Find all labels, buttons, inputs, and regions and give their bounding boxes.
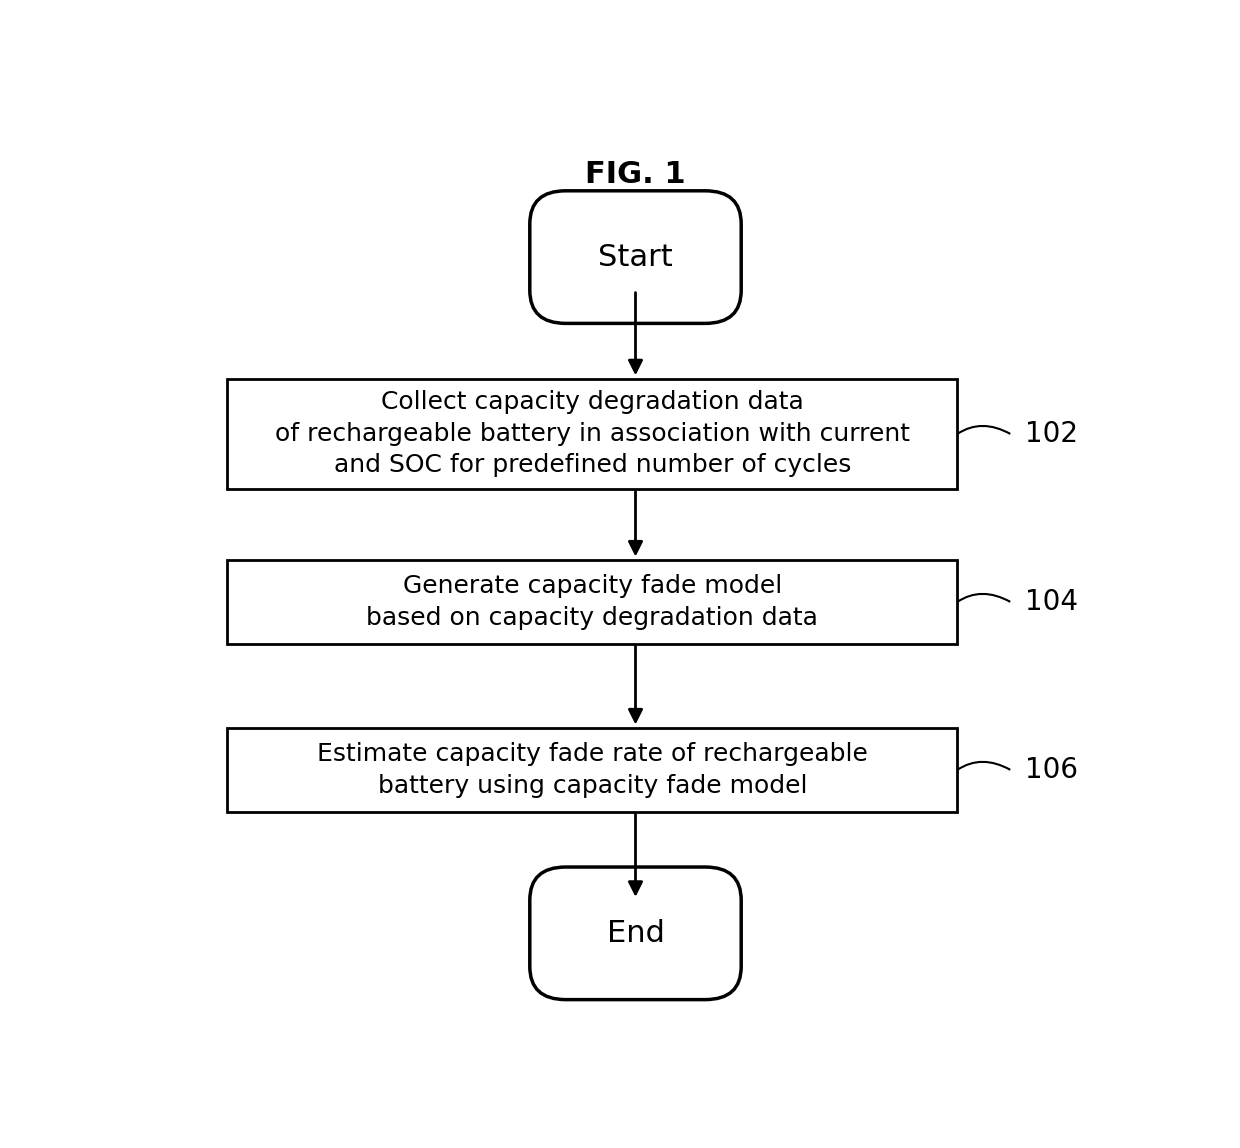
Text: End: End xyxy=(606,918,665,948)
Text: Collect capacity degradation data
of rechargeable battery in association with cu: Collect capacity degradation data of rec… xyxy=(275,390,910,478)
Text: Generate capacity fade model
based on capacity degradation data: Generate capacity fade model based on ca… xyxy=(366,574,818,629)
FancyBboxPatch shape xyxy=(227,560,957,644)
FancyBboxPatch shape xyxy=(227,728,957,812)
FancyBboxPatch shape xyxy=(227,379,957,489)
Text: Start: Start xyxy=(598,242,673,272)
Text: 102: 102 xyxy=(1024,420,1078,448)
Text: Estimate capacity fade rate of rechargeable
battery using capacity fade model: Estimate capacity fade rate of rechargea… xyxy=(316,742,868,798)
FancyBboxPatch shape xyxy=(529,867,742,1000)
Text: 106: 106 xyxy=(1024,755,1078,784)
Text: FIG. 1: FIG. 1 xyxy=(585,161,686,189)
FancyBboxPatch shape xyxy=(529,191,742,324)
Text: 104: 104 xyxy=(1024,588,1078,615)
